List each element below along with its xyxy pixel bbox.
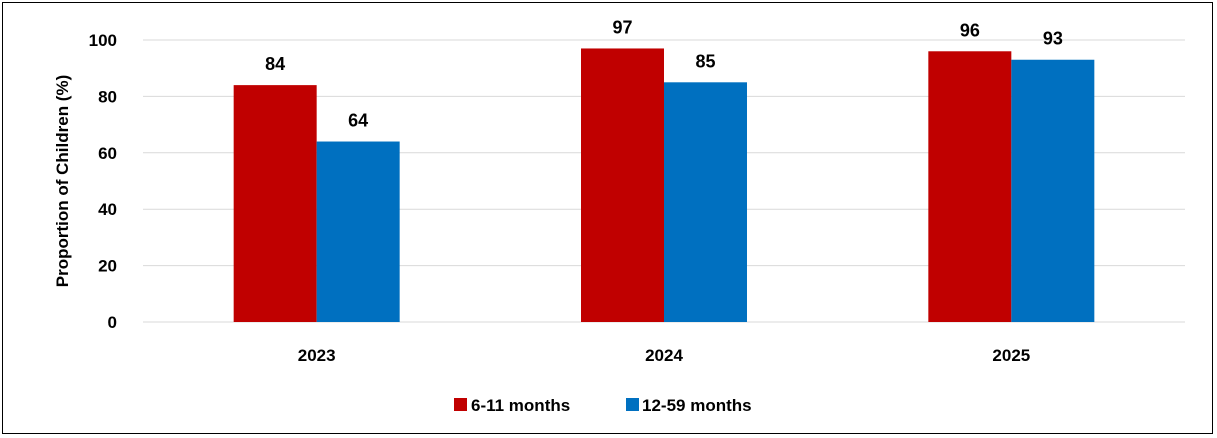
- x-tick-label-2024: 2024: [645, 346, 683, 365]
- y-tick-label: 60: [98, 144, 117, 163]
- x-axis-ticks: 2023 2024 2025: [298, 346, 1030, 365]
- bar-2023-12-59-months: [316, 141, 400, 322]
- data-label-2023-6-11-months: 84: [265, 54, 285, 74]
- y-tick-label: 20: [98, 257, 117, 276]
- bar-2024-12-59-months: [664, 82, 747, 322]
- y-tick-label: 0: [108, 313, 117, 332]
- y-tick-label: 40: [98, 200, 117, 219]
- y-tick-label: 80: [98, 87, 117, 106]
- legend-swatch-6-11-months: [454, 398, 467, 411]
- data-label-2023-12-59-months: 64: [348, 111, 368, 131]
- legend-label-12-59-months: 12-59 months: [642, 396, 752, 415]
- data-label-2024-12-59-months: 85: [695, 51, 715, 71]
- y-axis-ticks: 0 20 40 60 80 100: [89, 31, 117, 332]
- bars: [233, 48, 1095, 323]
- data-label-2024-6-11-months: 97: [612, 17, 632, 37]
- legend: 6-11 months 12-59 months: [454, 396, 752, 415]
- bar-2025-12-59-months: [1011, 59, 1095, 323]
- legend-label-6-11-months: 6-11 months: [471, 396, 570, 415]
- data-label-2025-12-59-months: 93: [1043, 29, 1063, 49]
- bar-2023-6-11-months: [233, 85, 317, 323]
- bar-2024-6-11-months: [581, 48, 664, 323]
- y-axis-title: Proportion of Children (%): [53, 75, 72, 287]
- legend-swatch-12-59-months: [626, 398, 639, 411]
- data-label-2025-6-11-months: 96: [960, 20, 980, 40]
- data-labels: 84 64 97 85 96 93: [265, 17, 1063, 130]
- bar-2025-6-11-months: [928, 51, 1012, 322]
- x-tick-label-2025: 2025: [992, 346, 1030, 365]
- y-tick-label: 100: [89, 31, 117, 50]
- x-tick-label-2023: 2023: [298, 346, 336, 365]
